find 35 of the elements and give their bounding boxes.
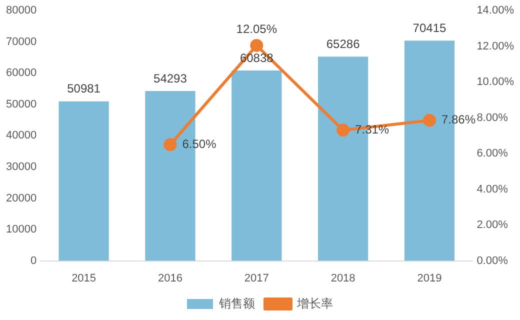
data-label: 65286: [326, 36, 360, 51]
legend-label: 增长率: [296, 296, 333, 310]
point: [336, 124, 350, 137]
y-tick-label: 60000: [6, 67, 37, 80]
y2-tick-label: 0.00%: [476, 254, 508, 267]
x-tick-label: 2016: [158, 272, 182, 284]
y2-tick-label: 8.00%: [476, 112, 508, 124]
y2-tick-label: 10.00%: [476, 76, 514, 88]
y2-tick-label: 14.00%: [476, 4, 514, 17]
bar: [58, 101, 109, 261]
x-tick-label: 2019: [417, 272, 442, 284]
point: [250, 38, 264, 52]
y-tick-label: 20000: [6, 192, 37, 204]
x-tick-label: 2018: [330, 272, 356, 284]
y-tick-label: 10000: [6, 224, 37, 236]
x-tick-label: 2015: [72, 272, 96, 284]
point: [422, 114, 436, 127]
y-tick-label: 0: [30, 254, 37, 267]
y2-tick-label: 4.00%: [476, 183, 508, 196]
legend-label: 销售额: [218, 296, 255, 310]
data-label: 54293: [154, 71, 188, 86]
y-tick-label: 30000: [6, 161, 37, 174]
bar: [232, 70, 282, 261]
point: [164, 138, 177, 152]
x-tick-label: 2017: [244, 272, 269, 284]
y2-tick-label: 2.00%: [476, 219, 508, 232]
y-tick-label: 80000: [6, 4, 37, 17]
y-tick-label: 70000: [6, 36, 37, 48]
data-label: 70415: [412, 20, 446, 35]
data-label: 12.05%: [236, 22, 278, 36]
y2-tick-label: 6.00%: [476, 148, 508, 160]
y2-tick-label: 12.00%: [476, 40, 514, 52]
data-label: 50981: [67, 82, 101, 96]
y-tick-label: 40000: [6, 130, 37, 142]
y-tick-label: 50000: [6, 98, 37, 110]
